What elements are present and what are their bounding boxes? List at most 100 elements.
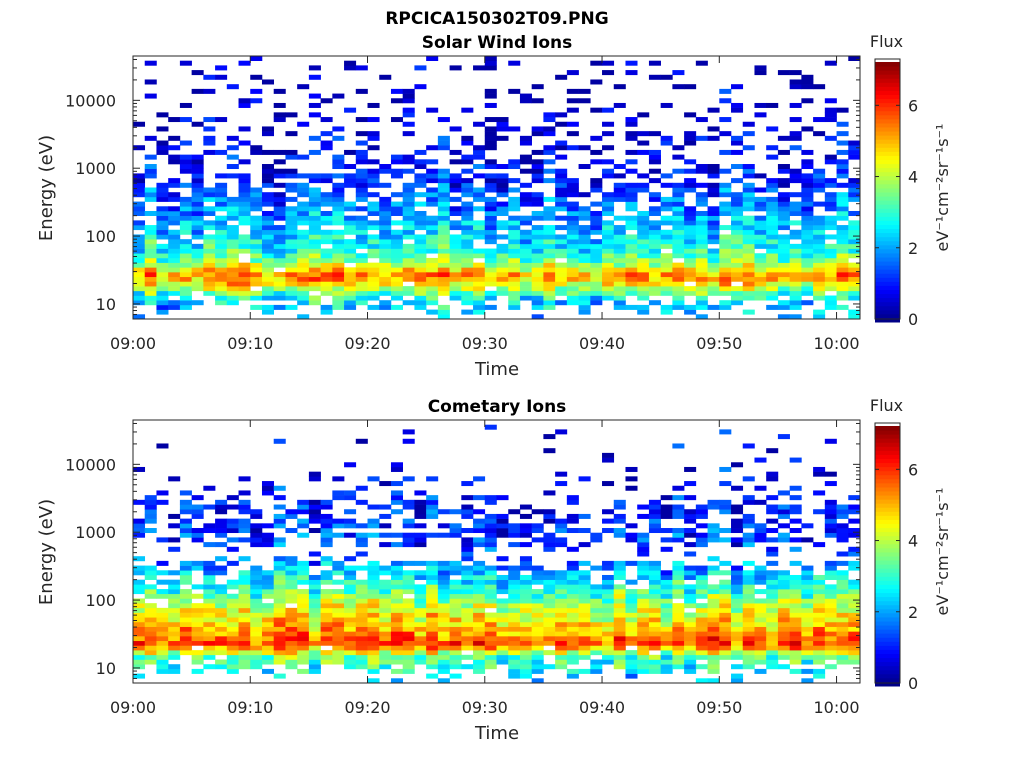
spectrogram-cell: [566, 513, 579, 519]
spectrogram-cell: [555, 74, 568, 80]
spectrogram-cell: [836, 131, 849, 137]
spectrogram-cell: [801, 281, 814, 287]
spectrogram-cell: [742, 276, 755, 282]
spectrogram-cell: [250, 589, 263, 595]
spectrogram-cell: [238, 589, 251, 595]
spectrogram-cell: [801, 617, 814, 623]
spectrogram-cell: [379, 542, 392, 548]
spectrogram-cell: [660, 262, 673, 268]
spectrogram-cell: [660, 504, 673, 510]
spectrogram-cell: [390, 206, 403, 212]
spectrogram-cell: [250, 196, 263, 202]
spectrogram-cell: [133, 466, 146, 472]
spectrogram-cell: [578, 253, 591, 259]
spectrogram-cell: [238, 239, 251, 245]
spectrogram-cell: [731, 206, 744, 212]
spectrogram-cell: [238, 272, 251, 278]
spectrogram-cell: [484, 598, 497, 604]
spectrogram-cell: [168, 206, 181, 212]
spectrogram-cell: [824, 234, 837, 240]
spectrogram-cell: [261, 257, 275, 263]
spectrogram-cell: [848, 518, 861, 524]
spectrogram-cell: [461, 243, 474, 249]
spectrogram-cell: [484, 145, 497, 151]
spectrogram-cell: [555, 589, 568, 595]
spectrogram-cell: [695, 589, 708, 595]
spectrogram-cell: [297, 560, 310, 566]
spectrogram-cell: [754, 654, 767, 660]
spectrogram-cell: [531, 168, 544, 174]
spectrogram-cell: [719, 499, 732, 505]
spectrogram-cell: [578, 192, 591, 198]
spectrogram-cell: [672, 443, 685, 449]
spectrogram-cell: [660, 201, 673, 207]
spectrogram-cell: [273, 650, 286, 656]
colorbar-frame: [874, 422, 901, 684]
spectrogram-cell: [602, 60, 615, 66]
spectrogram-cell: [379, 210, 392, 216]
spectrogram-cell: [285, 243, 298, 249]
spectrogram-cell: [519, 182, 532, 188]
spectrogram-cell: [672, 201, 685, 207]
spectrogram-cell: [519, 140, 532, 146]
spectrogram-cell: [508, 126, 521, 132]
spectrogram-cell: [308, 102, 321, 108]
spectrogram-cell: [320, 542, 333, 548]
spectrogram-cell: [156, 499, 169, 505]
spectrogram-cell: [543, 589, 556, 595]
spectrogram-cell: [566, 210, 579, 216]
spectrogram-cell: [648, 178, 661, 184]
spectrogram-cell: [215, 589, 228, 595]
colorbar-step: [875, 446, 900, 451]
spectrogram-cell: [742, 192, 755, 198]
spectrogram-cell: [390, 257, 403, 263]
spectrogram-cell: [836, 140, 849, 146]
spectrogram-cell: [308, 201, 321, 207]
spectrogram-cell: [226, 495, 239, 501]
spectrogram-cell: [508, 286, 521, 292]
spectrogram-cell: [754, 295, 767, 301]
spectrogram-cell: [449, 281, 462, 287]
spectrogram-cell: [836, 168, 849, 174]
spectrogram-cell: [543, 537, 556, 543]
spectrogram-cell: [250, 98, 263, 104]
spectrogram-cell: [789, 145, 802, 151]
spectrogram-cell: [390, 168, 403, 174]
spectrogram-cell: [297, 243, 310, 249]
spectrogram-cell: [695, 192, 708, 198]
spectrogram-cell: [590, 626, 603, 632]
spectrogram-cell: [625, 626, 638, 632]
spectrogram-cell: [414, 607, 427, 613]
spectrogram-cell: [824, 631, 837, 637]
spectrogram-cell: [801, 192, 814, 198]
spectrogram-cell: [215, 234, 228, 240]
spectrogram-cell: [836, 210, 849, 216]
spectrogram-cell: [168, 636, 181, 642]
spectrogram-cell: [261, 164, 275, 170]
spectrogram-cell: [625, 304, 638, 310]
spectrogram-cell: [461, 509, 474, 515]
spectrogram-cell: [789, 295, 802, 301]
spectrogram-cell: [707, 220, 720, 226]
colorbar-step: [875, 568, 900, 573]
spectrogram-cell: [508, 650, 521, 656]
spectrogram-cell: [250, 523, 263, 529]
colorbar-step: [875, 511, 900, 516]
spectrogram-cell: [203, 485, 216, 491]
colorbar-step: [875, 252, 900, 258]
spectrogram-cell: [461, 626, 474, 632]
spectrogram-cell: [684, 276, 697, 282]
spectrogram-cell: [379, 645, 392, 651]
spectrogram-cell: [156, 593, 169, 599]
spectrogram-cell: [566, 225, 579, 231]
spectrogram-cell: [613, 528, 626, 534]
spectrogram-cell: [555, 262, 568, 268]
spectrogram-cell: [496, 654, 509, 660]
spectrogram-cell: [566, 579, 579, 585]
spectrogram-cell: [402, 88, 415, 94]
spectrogram-cell: [637, 187, 650, 193]
spectrogram-cell: [226, 593, 239, 599]
spectrogram-cell: [133, 182, 146, 188]
spectrogram-cell: [519, 234, 532, 240]
